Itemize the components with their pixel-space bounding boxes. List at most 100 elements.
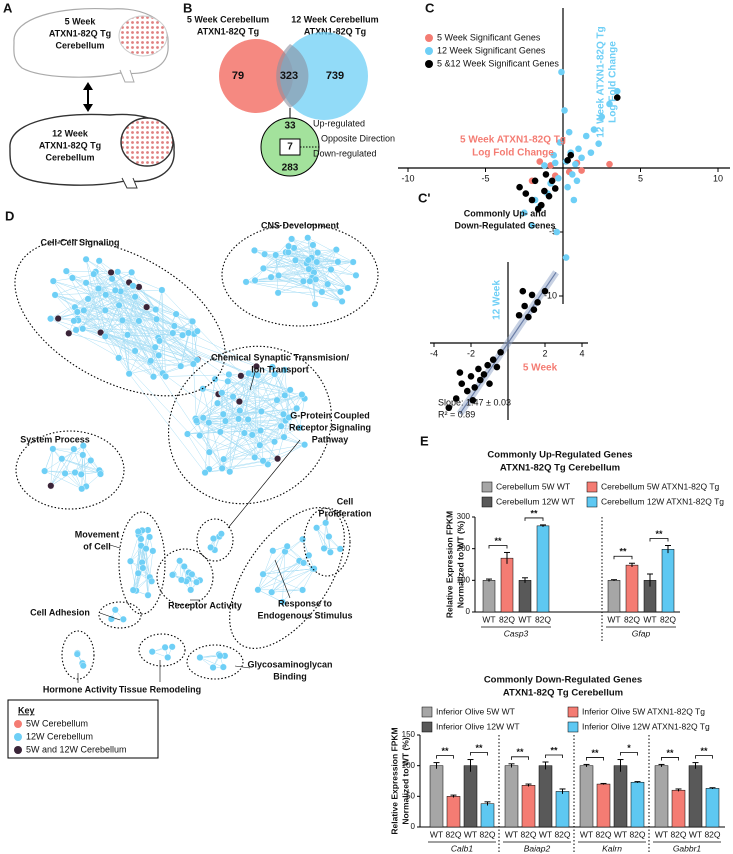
edge: [302, 568, 315, 591]
node: [161, 643, 169, 651]
node: [41, 467, 49, 475]
significance-bracket: [545, 754, 563, 758]
cluster-label: G-Protein Coupled: [290, 410, 370, 420]
node: [135, 317, 143, 325]
node: [84, 295, 92, 303]
node: [283, 542, 291, 550]
edge: [293, 247, 316, 305]
node: [273, 396, 281, 404]
edge: [98, 260, 113, 280]
node: [218, 464, 226, 472]
bar: [596, 783, 611, 828]
x-tick-label: 82Q: [445, 829, 461, 839]
edge: [223, 444, 305, 460]
x-tick-label: WT: [464, 829, 477, 839]
point: [561, 107, 568, 114]
point: [519, 287, 527, 295]
edge: [239, 366, 273, 411]
edge: [127, 334, 130, 374]
node: [139, 564, 147, 572]
x-tick-label: 82Q: [595, 829, 611, 839]
node: [134, 569, 142, 577]
edge: [72, 277, 173, 334]
point: [550, 151, 557, 159]
legend-label: Inferior Olive 12W ATXN1-82Q Tg: [582, 721, 710, 731]
node: [158, 286, 166, 294]
edge: [263, 268, 304, 282]
edge: [220, 419, 249, 433]
edge: [159, 321, 193, 342]
node: [129, 282, 137, 290]
brain-label: ATXN1-82Q Tg: [49, 28, 111, 38]
node: [313, 258, 321, 266]
point: [445, 404, 453, 412]
key-title: Key: [18, 705, 35, 715]
x-tick-label: WT: [689, 829, 702, 839]
node: [235, 398, 243, 406]
point: [531, 177, 539, 185]
y-tick-label: 100: [402, 761, 416, 770]
x-tick-label: WT: [655, 829, 668, 839]
node: [304, 256, 312, 264]
y-axis-label: Normalized to WT (%): [455, 521, 465, 609]
bar: [688, 765, 703, 828]
node: [336, 288, 344, 296]
node: [147, 357, 155, 365]
node: [254, 586, 262, 594]
edge: [122, 320, 305, 399]
point: [538, 201, 545, 209]
category-label: Kalrn: [602, 843, 622, 853]
edge: [78, 320, 181, 367]
x-tick-label: 82Q: [670, 829, 686, 839]
node: [131, 293, 139, 301]
node: [168, 643, 176, 651]
edge: [87, 285, 134, 300]
node: [153, 315, 161, 323]
cluster-label: Cell: [337, 496, 354, 506]
x-tick-label: 82Q: [704, 829, 720, 839]
venn-count: 739: [326, 70, 344, 82]
panel-label: E: [420, 433, 429, 448]
point: [475, 365, 482, 373]
key-label: 5W and 12W Cerebellum: [26, 744, 127, 754]
edge: [283, 408, 297, 438]
node: [144, 591, 152, 599]
node: [49, 277, 57, 285]
x-tick-label: -2: [467, 348, 475, 358]
legend-swatch: [421, 706, 433, 718]
node: [305, 551, 313, 559]
point: [464, 387, 471, 395]
x-tick-label: 10: [713, 173, 723, 183]
point: [578, 167, 585, 174]
node: [314, 249, 322, 257]
node: [236, 407, 244, 415]
edge: [115, 290, 163, 374]
node: [205, 448, 213, 456]
node: [298, 391, 306, 399]
point: [497, 348, 504, 356]
node: [214, 399, 222, 407]
category-label: Casp3: [504, 628, 529, 638]
node: [142, 545, 150, 553]
edge: [132, 285, 181, 367]
node: [334, 258, 342, 266]
point: [486, 380, 493, 388]
node: [245, 369, 253, 377]
node: [252, 362, 260, 370]
cluster-label: Response to: [278, 598, 333, 608]
node: [77, 470, 85, 478]
legend-label: Cerebellum 12W ATXN1-82Q Tg: [601, 496, 724, 506]
edge: [202, 388, 278, 401]
set-label: ATXN1-82Q Tg: [197, 26, 259, 36]
point: [541, 162, 548, 169]
point: [564, 183, 571, 191]
node: [220, 455, 228, 463]
node: [177, 576, 185, 584]
category-label: Gfap: [632, 628, 651, 638]
point: [555, 174, 562, 182]
panel-label: A: [3, 0, 13, 15]
edge: [246, 281, 343, 302]
node: [176, 557, 184, 565]
edge: [209, 436, 285, 453]
node: [296, 424, 304, 432]
